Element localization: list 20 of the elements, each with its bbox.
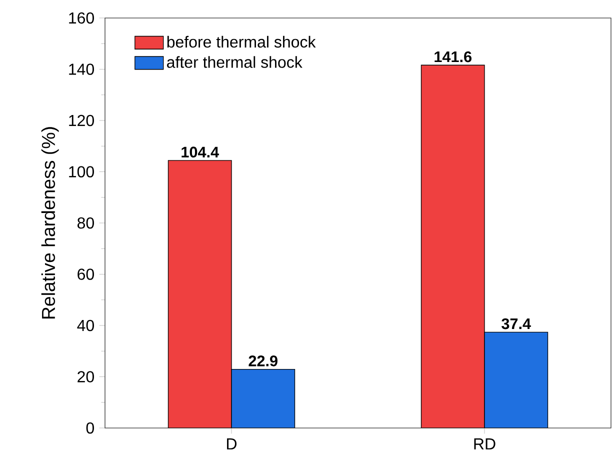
legend-label: before thermal shock <box>167 36 316 48</box>
data-label: 22.9 <box>248 356 278 366</box>
bar <box>484 332 548 428</box>
y-tick-label: 140 <box>69 64 94 75</box>
legend-label: after thermal shock <box>167 56 302 68</box>
y-tick-label: 40 <box>77 320 94 332</box>
y-tick-label: 160 <box>69 12 94 24</box>
y-tick-label: 80 <box>77 217 94 229</box>
y-tick-label: 0 <box>86 422 94 434</box>
bar <box>231 368 296 428</box>
y-tick-label: 100 <box>69 166 94 178</box>
x-tick-label: RD <box>474 438 496 450</box>
data-label: 141.6 <box>434 51 472 62</box>
y-tick-label: 60 <box>78 268 94 280</box>
y-tick-label: 120 <box>69 114 94 126</box>
x-tick-label: D <box>227 438 237 450</box>
y-tick-label: 20 <box>78 371 94 382</box>
y-axis-title: Relative hardeness (%) <box>41 127 59 318</box>
data-label: 104.4 <box>182 146 219 158</box>
data-label: 37.4 <box>502 318 531 330</box>
